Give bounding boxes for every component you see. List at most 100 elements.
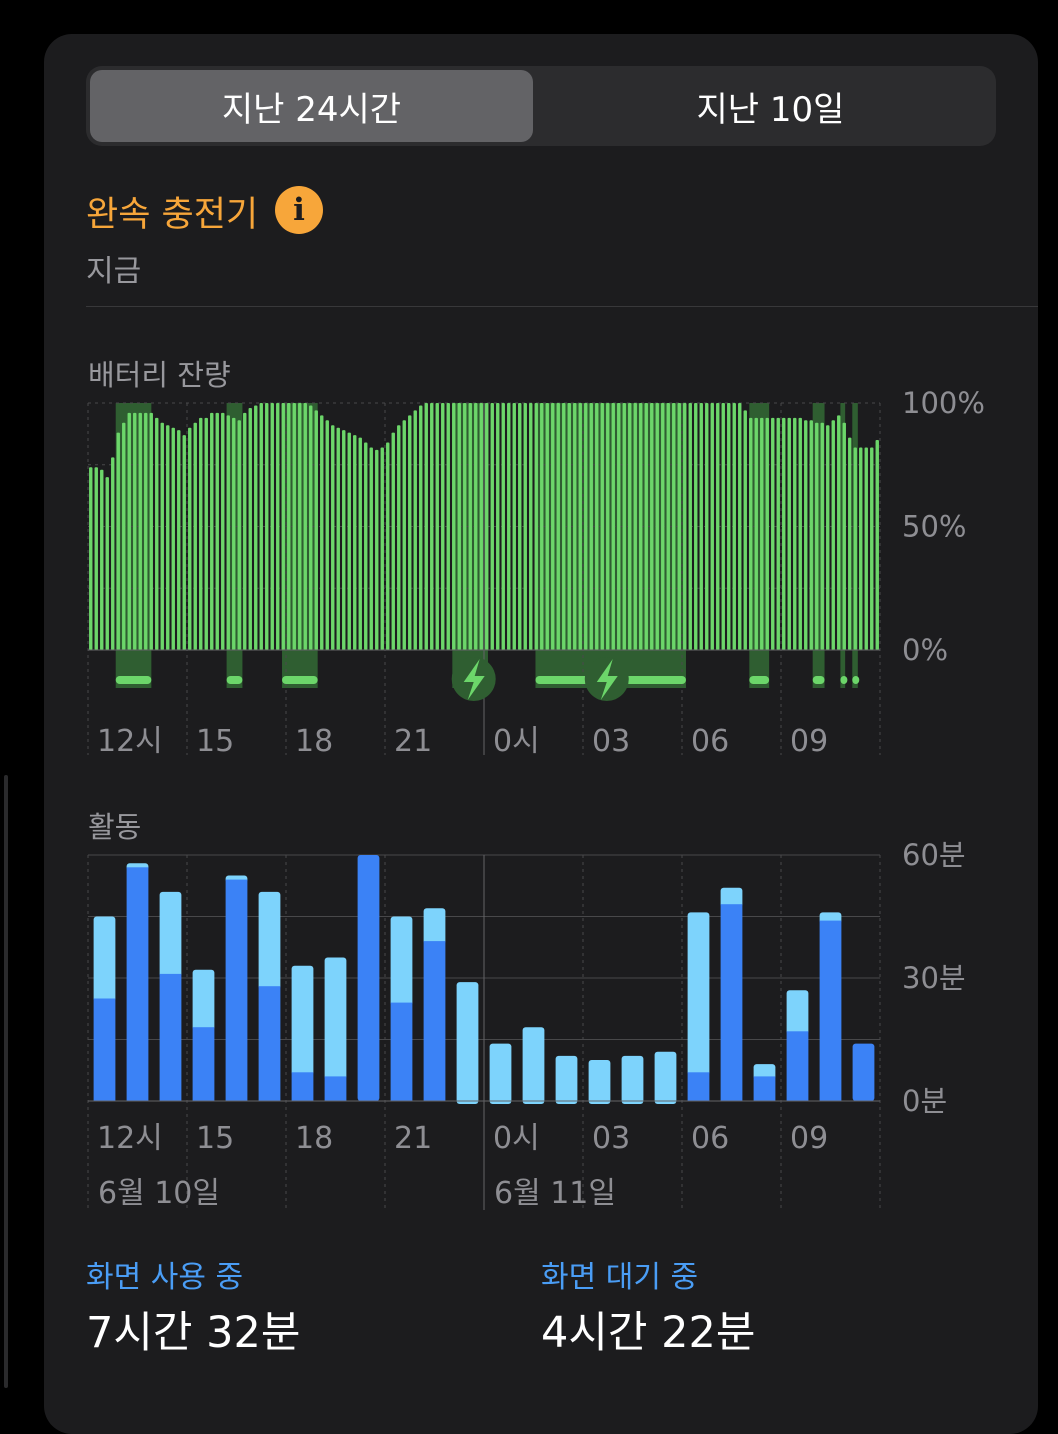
battery-level-bar <box>743 410 747 650</box>
battery-level-bar <box>463 403 467 650</box>
battery-level-bar <box>556 403 560 650</box>
battery-level-bar <box>523 403 527 650</box>
battery-level-bar <box>853 447 857 650</box>
battery-level-bar <box>171 427 175 650</box>
activity-screen-on-bar <box>357 855 380 1101</box>
battery-x-tick-label: 06 <box>691 724 729 759</box>
activity-x-tick-label: 18 <box>295 1121 333 1156</box>
tab-last-24-hours[interactable]: 지난 24시간 <box>90 70 533 142</box>
activity-screen-off-bar <box>687 912 710 1076</box>
battery-level-bar <box>237 420 241 650</box>
battery-level-bar <box>188 427 192 650</box>
battery-level-bar <box>765 417 769 650</box>
activity-screen-on-bar <box>258 986 281 1101</box>
battery-level-bar <box>512 403 516 650</box>
battery-level-bar <box>507 403 511 650</box>
battery-level-bar <box>265 403 269 650</box>
battery-level-bar <box>199 417 203 650</box>
battery-level-bar <box>298 403 302 650</box>
battery-level-bar <box>727 403 731 650</box>
battery-level-bar <box>116 432 120 650</box>
battery-level-bar <box>380 447 384 650</box>
activity-screen-on-bar <box>93 998 116 1101</box>
charging-indicator <box>282 676 318 684</box>
battery-level-bar <box>177 430 181 650</box>
battery-level-bar <box>89 467 93 650</box>
charging-period-shade <box>749 403 770 688</box>
activity-screen-off-bar <box>522 1027 545 1104</box>
battery-level-bar <box>435 403 439 650</box>
screen-off-value: 4시간 22분 <box>541 1308 756 1358</box>
battery-level-bar <box>595 403 599 650</box>
battery-level-bar <box>661 403 665 650</box>
battery-level-bar <box>490 403 494 650</box>
lightning-bolt-icon <box>596 659 618 700</box>
battery-y-tick-label: 0% <box>902 633 948 667</box>
activity-screen-off-bar <box>258 891 281 990</box>
tab-last-10-days[interactable]: 지난 10일 <box>696 89 845 130</box>
battery-level-bar <box>397 425 401 650</box>
battery-level-bar <box>600 403 604 650</box>
battery-level-bar <box>837 415 841 650</box>
activity-x-tick-label: 21 <box>394 1121 432 1156</box>
scroll-indicator[interactable] <box>4 775 8 1388</box>
activity-screen-off-bar <box>555 1055 578 1104</box>
battery-level-bar <box>144 412 148 650</box>
battery-level-bar <box>622 403 626 650</box>
battery-y-tick-label: 100% <box>902 386 985 420</box>
battery-level-bar <box>749 417 753 650</box>
charts-canvas: 100% 50% 0% 12시 15 18 21 0시 03 06 09 60분 30분 0분 12시 15 1… <box>87 386 985 1211</box>
battery-level-bar <box>210 412 214 650</box>
battery-level-bar <box>705 403 709 650</box>
battery-level-bar <box>754 417 758 650</box>
activity-screen-off-bar <box>291 965 314 1076</box>
battery-level-bar <box>666 403 670 650</box>
battery-level-bar <box>534 403 538 650</box>
battery-level-bar <box>254 405 258 650</box>
battery-level-bar <box>221 412 225 650</box>
activity-screen-off-bar <box>390 916 413 1006</box>
battery-level-bar <box>127 412 131 650</box>
battery-level-bar <box>776 417 780 650</box>
activity-screen-on-bar <box>159 973 182 1101</box>
battery-level-label: 배터리 잔량 <box>88 358 231 392</box>
battery-level-bar <box>369 447 373 650</box>
battery-level-bar <box>633 403 637 650</box>
activity-screen-on-bar <box>753 1076 776 1101</box>
activity-screen-on-bar <box>126 867 149 1101</box>
battery-level-bar <box>243 412 247 650</box>
battery-level-bar <box>589 403 593 650</box>
battery-level-bar <box>138 412 142 650</box>
charging-period-shade <box>812 403 825 688</box>
battery-level-bar <box>848 437 852 650</box>
activity-screen-on-bar <box>225 879 248 1101</box>
battery-level-bar <box>540 403 544 650</box>
activity-x-tick-label: 03 <box>592 1121 630 1156</box>
battery-level-bar <box>793 417 797 650</box>
charging-indicator <box>840 676 848 684</box>
activity-x-tick-label: 09 <box>790 1121 828 1156</box>
battery-level-bar <box>738 403 742 650</box>
battery-level-bar <box>100 469 104 650</box>
battery-level-bar <box>353 435 357 650</box>
battery-level-bar <box>716 403 720 650</box>
battery-level-bar <box>870 447 874 650</box>
info-icon[interactable]: i <box>275 186 323 234</box>
screen-off-label: 화면 대기 중 <box>541 1260 699 1295</box>
battery-level-bar <box>408 415 412 650</box>
battery-level-bar <box>567 403 571 650</box>
battery-level-bar <box>628 403 632 650</box>
activity-screen-off-bar <box>720 887 743 908</box>
battery-level-bar <box>655 403 659 650</box>
battery-level-bar <box>122 422 126 650</box>
battery-level-bar <box>584 403 588 650</box>
battery-level-bar <box>232 417 236 650</box>
battery-level-bar <box>732 403 736 650</box>
activity-label: 활동 <box>88 810 142 844</box>
activity-screen-on-bar <box>852 1043 875 1101</box>
battery-level-bar <box>787 417 791 650</box>
battery-level-bar <box>815 422 819 650</box>
battery-level-bar <box>441 403 445 650</box>
activity-screen-off-bar <box>753 1064 776 1080</box>
activity-y-tick-label: 60분 <box>902 838 966 872</box>
